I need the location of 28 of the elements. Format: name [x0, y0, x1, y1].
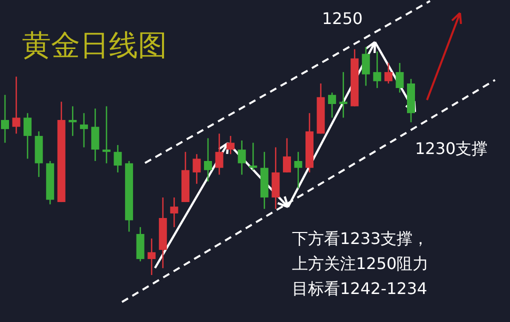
- candlestick: [12, 76, 20, 134]
- candlestick: [192, 154, 201, 184]
- candlestick: [238, 140, 246, 176]
- candlestick: [396, 62, 404, 94]
- candlestick: [91, 108, 100, 162]
- annotation: 上方关注1250阻力: [292, 254, 429, 273]
- candlestick: [204, 138, 212, 182]
- candlestick: [80, 112, 88, 148]
- candlestick: [328, 92, 336, 118]
- text: 1250: [322, 9, 363, 28]
- candlestick: [215, 132, 224, 176]
- candlestick: [339, 71, 348, 118]
- candlestick: [148, 238, 156, 276]
- candlestick: [170, 196, 178, 228]
- annotation: 下方看1233支撑，: [292, 229, 429, 248]
- candlestick: [102, 106, 110, 164]
- candlestick: [294, 151, 302, 190]
- annotation: 1230支撑: [415, 139, 488, 158]
- candlestick: [362, 46, 370, 86]
- candlestick: [384, 62, 392, 84]
- candlestick: [282, 138, 291, 174]
- candlestick: [249, 142, 258, 171]
- candlestick: [114, 144, 122, 174]
- candlestick: [1, 94, 9, 144]
- candlestick: [24, 112, 32, 160]
- text: 目标看1242-1234: [292, 279, 428, 298]
- chart-title: 黄金日线图: [22, 28, 167, 62]
- candlestick: [373, 50, 382, 89]
